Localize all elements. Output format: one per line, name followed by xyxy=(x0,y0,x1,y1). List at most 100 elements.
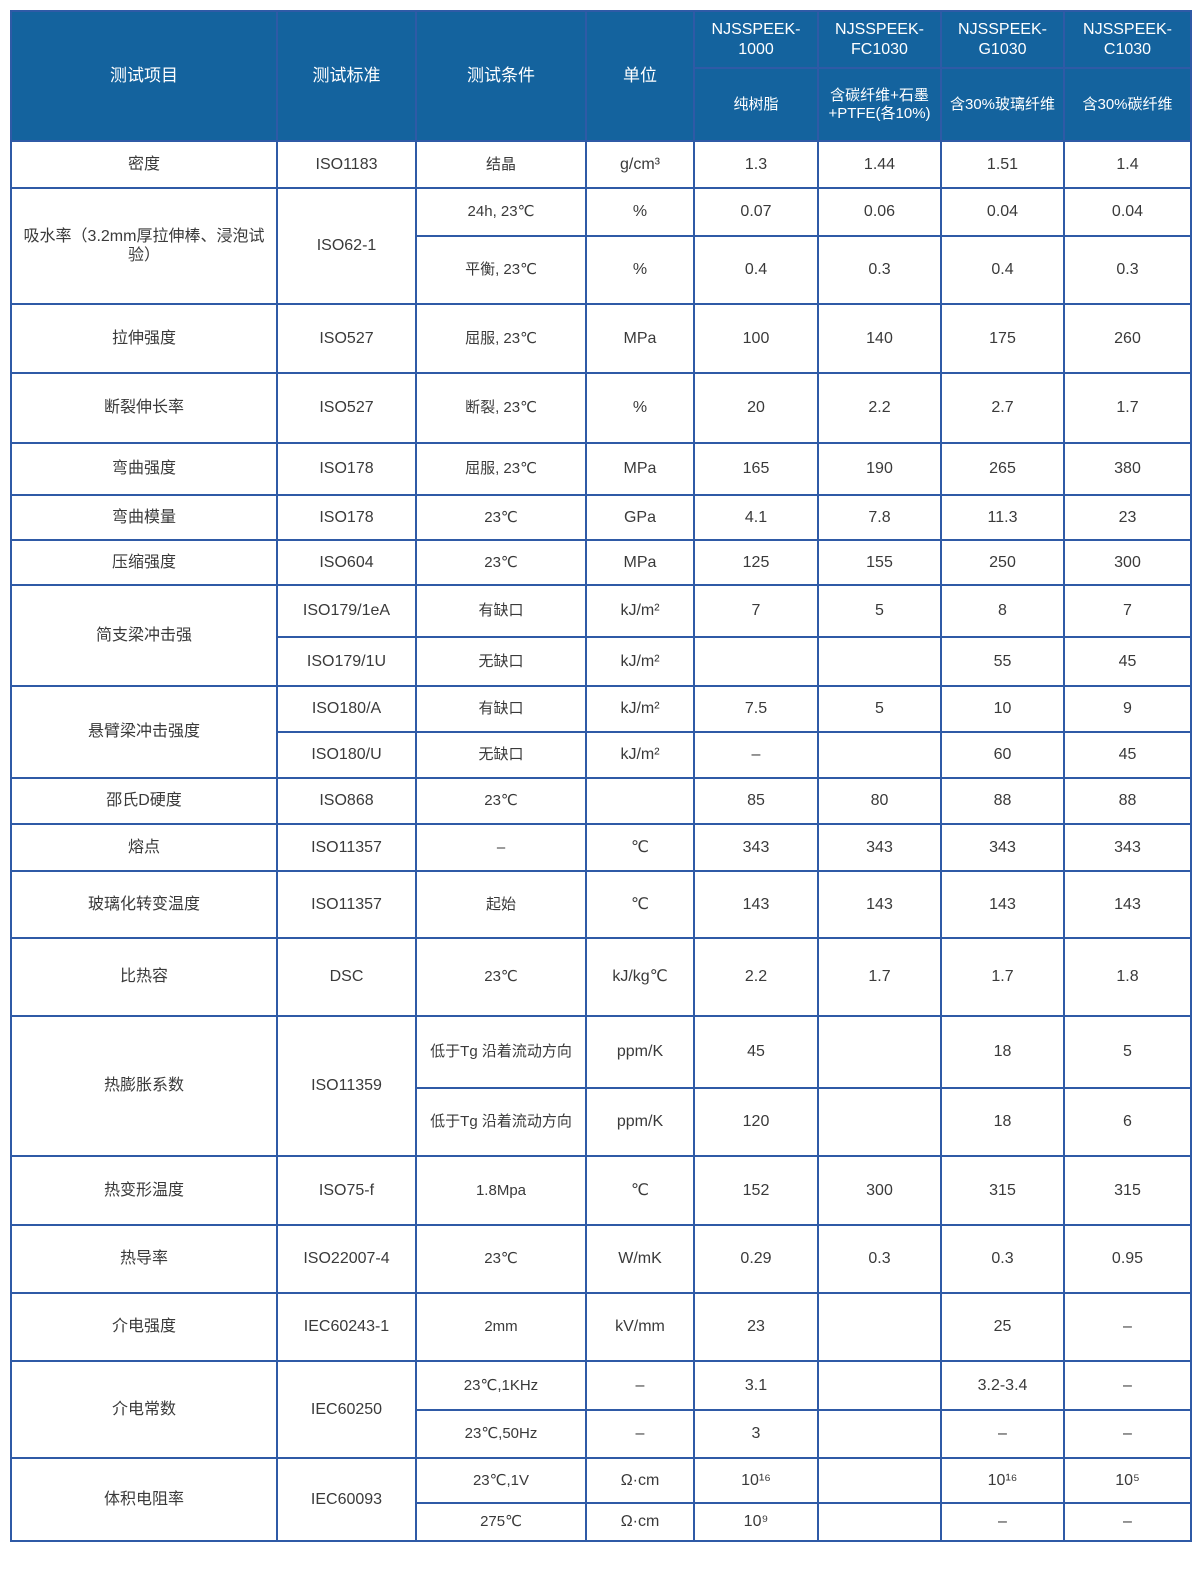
cell-unit: kV/mm xyxy=(585,1292,695,1362)
cell-value: 20 xyxy=(693,372,819,444)
cell-value: 120 xyxy=(693,1087,819,1157)
cell-value: 152 xyxy=(693,1155,819,1226)
header-desc-1000: 纯树脂 xyxy=(693,67,819,142)
cell-value: 45 xyxy=(1063,636,1192,687)
cell-value: 155 xyxy=(817,539,942,586)
cell-value: – xyxy=(1063,1360,1192,1411)
cell-item: 介电强度 xyxy=(10,1292,278,1362)
cell-value: 18 xyxy=(940,1087,1065,1157)
cell-condition: 2mm xyxy=(415,1292,587,1362)
cell-value: 1.7 xyxy=(817,937,942,1017)
header-item: 测试项目 xyxy=(10,10,278,142)
cell-unit: MPa xyxy=(585,442,695,496)
cell-value: 7.8 xyxy=(817,494,942,541)
cell-value: 175 xyxy=(940,303,1065,374)
cell-item: 玻璃化转变温度 xyxy=(10,870,278,939)
header-desc-c1030: 含30%碳纤维 xyxy=(1063,67,1192,142)
cell-condition: 低于Tg 沿着流动方向 xyxy=(415,1015,587,1089)
table-row: 低于Tg 沿着流动方向 ppm/K 120 18 6 xyxy=(11,1087,1192,1157)
cell-condition: 平衡, 23℃ xyxy=(415,235,587,305)
cell-standard: ISO178 xyxy=(276,442,417,496)
header-desc-g1030: 含30%玻璃纤维 xyxy=(940,67,1065,142)
cell-value: 265 xyxy=(940,442,1065,496)
cell-value: 9 xyxy=(1063,685,1192,733)
cell-standard: ISO11357 xyxy=(276,823,417,872)
cell-condition: 23℃,1V xyxy=(415,1457,587,1504)
cell-value: 60 xyxy=(940,731,1065,779)
table-row: ISO179/1U 无缺口 kJ/m² 55 45 xyxy=(11,636,1192,687)
cell-value: – xyxy=(693,731,819,779)
table-row: 熔点 ISO11357– ℃ 343 343 343 343 xyxy=(10,823,1192,872)
table-row: 热膨胀系数 ISO11359 低于Tg 沿着流动方向 ppm/K 45 18 5 xyxy=(10,1015,1192,1157)
cell-item: 吸水率（3.2mm厚拉伸棒、浸泡试验） xyxy=(10,187,278,305)
cell-value: 25 xyxy=(940,1292,1065,1362)
table-row: 拉伸强度 ISO527 屈服, 23℃ MPa 100 140 175 260 xyxy=(10,303,1192,374)
cell-unit: ppm/K xyxy=(585,1087,695,1157)
cell-item: 熔点 xyxy=(10,823,278,872)
cell-value xyxy=(817,636,942,687)
cell-standard: ISO62-1 xyxy=(276,187,417,305)
cell-item: 弯曲模量 xyxy=(10,494,278,541)
cell-unit: ppm/K xyxy=(585,1015,695,1089)
cell-item: 断裂伸长率 xyxy=(10,372,278,444)
cell-value: 1.51 xyxy=(940,140,1065,189)
cell-standard: IEC60243-1 xyxy=(276,1292,417,1362)
cell-condition: 结晶 xyxy=(415,140,587,189)
table-row: 介电强度 IEC60243-1 2mm kV/mm 23 25– xyxy=(10,1292,1192,1362)
cell-value: 125 xyxy=(693,539,819,586)
cell-value: 45 xyxy=(1063,731,1192,779)
cell-condition: 23℃,50Hz xyxy=(415,1409,587,1459)
cell-item: 比热容 xyxy=(10,937,278,1017)
table-header: 测试项目 测试标准 测试条件 单位 NJSSPEEK-1000 NJSSPEEK… xyxy=(10,10,1192,142)
table-row: 玻璃化转变温度 ISO11357 起始 ℃ 143 143 143 143 xyxy=(10,870,1192,939)
cell-condition: 屈服, 23℃ xyxy=(415,442,587,496)
spec-table: 测试项目 测试标准 测试条件 单位 NJSSPEEK-1000 NJSSPEEK… xyxy=(10,10,1192,1542)
header-model-g1030: NJSSPEEK-G1030 xyxy=(940,10,1065,69)
cell-value: 1.3 xyxy=(693,140,819,189)
cell-value: 7 xyxy=(1063,584,1192,638)
cell-value: 343 xyxy=(940,823,1065,872)
cell-unit xyxy=(585,777,695,825)
cell-standard: ISO179/1eA xyxy=(276,584,417,638)
cell-condition: 无缺口 xyxy=(415,731,587,779)
cell-unit: kJ/m² xyxy=(585,584,695,638)
cell-value: – xyxy=(940,1502,1065,1542)
cell-item: 热膨胀系数 xyxy=(10,1015,278,1157)
header-model-c1030: NJSSPEEK-C1030 xyxy=(1063,10,1192,69)
cell-value: 8 xyxy=(940,584,1065,638)
cell-value: 0.3 xyxy=(817,235,942,305)
cell-unit: kJ/kg℃ xyxy=(585,937,695,1017)
cell-value: 143 xyxy=(693,870,819,939)
cell-value: 2.7 xyxy=(940,372,1065,444)
cell-standard: ISO1183 xyxy=(276,140,417,189)
table-body: 密度 ISO1183 结晶 g/cm³ 1.3 1.44 1.51 1.4 吸水率（3.2mm厚… xyxy=(10,140,1192,1542)
cell-condition: 低于Tg 沿着流动方向 xyxy=(415,1087,587,1157)
cell-value xyxy=(817,731,942,779)
table-row: 弯曲模量 ISO178 23℃ GPa 4.1 7.8 11.3 23 xyxy=(10,494,1192,541)
cell-unit: Ω·cm xyxy=(585,1502,695,1542)
cell-unit: W/mK xyxy=(585,1224,695,1294)
cell-value: 18 xyxy=(940,1015,1065,1089)
table-row: 23℃,50Hz –3– – xyxy=(11,1409,1192,1459)
cell-value: 0.3 xyxy=(817,1224,942,1294)
cell-value: 143 xyxy=(1063,870,1192,939)
cell-value: 7 xyxy=(693,584,819,638)
cell-value: 260 xyxy=(1063,303,1192,374)
cell-value: 0.04 xyxy=(940,187,1065,237)
cell-condition: 起始 xyxy=(415,870,587,939)
cell-standard: ISO75-f xyxy=(276,1155,417,1226)
cell-value: 3.2-3.4 xyxy=(940,1360,1065,1411)
cell-item: 弯曲强度 xyxy=(10,442,278,496)
cell-standard: ISO604 xyxy=(276,539,417,586)
header-standard: 测试标准 xyxy=(276,10,417,142)
cell-condition: 23℃,1KHz xyxy=(415,1360,587,1411)
cell-condition: 1.8Mpa xyxy=(415,1155,587,1226)
cell-value: – xyxy=(1063,1292,1192,1362)
table-row: 热导率 ISO22007-4 23℃ W/mK 0.29 0.3 0.3 0.95 xyxy=(10,1224,1192,1294)
header-unit: 单位 xyxy=(585,10,695,142)
table-row: 邵氏D硬度 ISO868 23℃ 85 80 88 88 xyxy=(10,777,1192,825)
cell-standard: ISO11359 xyxy=(276,1015,417,1157)
cell-value: 5 xyxy=(817,584,942,638)
cell-value: 88 xyxy=(940,777,1065,825)
cell-value: 0.3 xyxy=(1063,235,1192,305)
